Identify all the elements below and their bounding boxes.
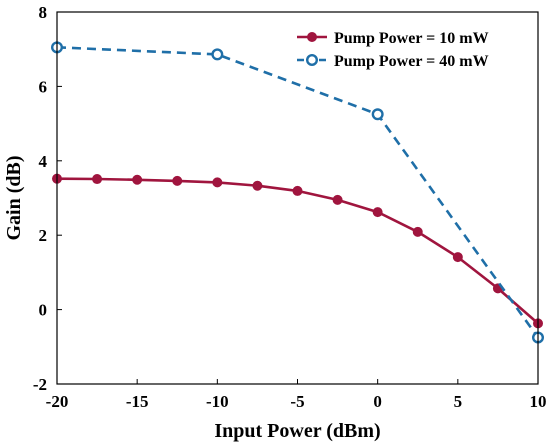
legend: Pump Power = 10 mW Pump Power = 40 mW xyxy=(297,30,489,70)
x-tick-label: -15 xyxy=(126,392,149,411)
series-1-point xyxy=(332,194,343,205)
series-1-point xyxy=(412,226,423,237)
series-1-point xyxy=(132,174,143,185)
x-tick-label: -10 xyxy=(206,392,229,411)
y-tick-label: 2 xyxy=(39,226,48,245)
plot-frame xyxy=(56,11,539,385)
series-1-point xyxy=(252,180,263,191)
y-tick-label: 0 xyxy=(39,301,48,320)
x-tick-label: 0 xyxy=(373,392,382,411)
y-tick-label: -2 xyxy=(33,375,47,394)
x-tick-label: -5 xyxy=(290,392,304,411)
series-1-point xyxy=(372,207,383,218)
y-tick-label: 8 xyxy=(39,3,48,22)
legend-label-1: Pump Power = 10 mW xyxy=(334,30,489,47)
series-line-2 xyxy=(56,46,540,339)
x-tick-label: 5 xyxy=(454,392,463,411)
series-1-point xyxy=(292,185,303,196)
x-tick-label: -20 xyxy=(46,392,69,411)
series-1-point xyxy=(212,177,223,188)
x-tick-label: 10 xyxy=(530,392,547,411)
legend-label-2: Pump Power = 40 mW xyxy=(334,53,489,70)
x-axis-label: Input Power (dBm) xyxy=(214,420,380,442)
legend-marker-1 xyxy=(307,32,317,42)
legend-marker-2 xyxy=(306,54,319,67)
y-axis-label: Gain (dB) xyxy=(3,155,25,240)
series-1-point xyxy=(92,174,103,185)
series-2-point xyxy=(371,108,384,121)
y-tick-label: 4 xyxy=(39,152,48,171)
series-line-1 xyxy=(56,177,539,325)
series-1-point xyxy=(172,175,183,186)
series-layer xyxy=(51,41,545,344)
series-2-point xyxy=(211,48,224,61)
y-tick-label: 6 xyxy=(39,77,48,96)
series-1-point xyxy=(452,252,463,263)
